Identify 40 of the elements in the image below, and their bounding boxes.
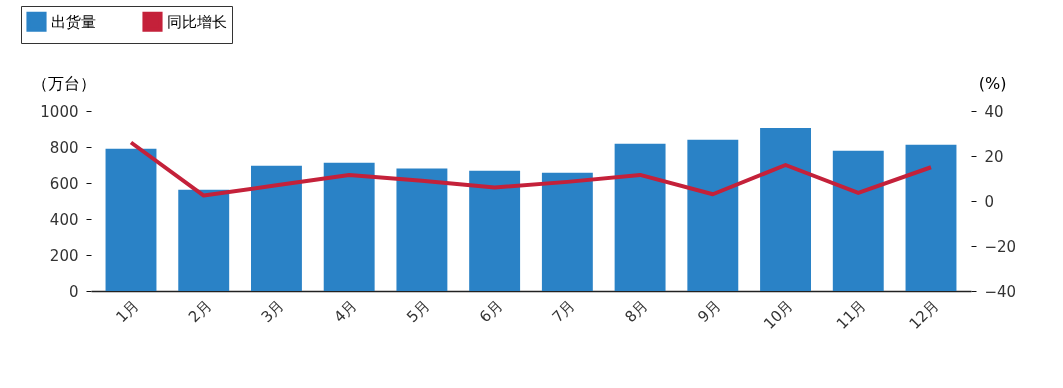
bar xyxy=(469,170,521,291)
y-tick-label: 600 xyxy=(49,174,79,193)
y-tick-label: 200 xyxy=(49,246,79,265)
bar xyxy=(687,139,739,291)
x-tick-label: 2月 xyxy=(184,296,216,327)
y-tick-label: 400 xyxy=(49,210,79,229)
y-tick-label: 800 xyxy=(49,138,79,157)
bar xyxy=(541,172,593,291)
x-tick-label: 11月 xyxy=(832,296,870,333)
y-tick-label: 1000 xyxy=(40,102,79,121)
bar xyxy=(760,127,811,291)
bar xyxy=(323,162,375,291)
x-tick-label: 12月 xyxy=(905,296,943,333)
x-tick-label: 5月 xyxy=(403,296,434,327)
bar xyxy=(178,189,230,291)
y2-tick-label: 20 xyxy=(984,147,1004,166)
bar xyxy=(105,148,157,291)
x-tick-label: 3月 xyxy=(257,296,288,327)
x-tick-label: 7月 xyxy=(548,296,579,327)
x-tick-label: 6月 xyxy=(475,296,506,327)
y2-tick-label: 0 xyxy=(984,192,995,211)
x-tick-label: 9月 xyxy=(694,296,725,327)
legend-label: 出货量 xyxy=(51,12,96,31)
x-tick-label: 10月 xyxy=(760,296,797,333)
y2-axis-title: (%) xyxy=(978,73,1007,93)
bar xyxy=(251,165,302,291)
legend-label: 同比增长 xyxy=(167,12,227,31)
line-series xyxy=(129,140,933,198)
bar xyxy=(905,144,957,291)
y-tick-label: 0 xyxy=(68,282,79,301)
y2-tick-label: −20 xyxy=(984,237,1017,256)
bar xyxy=(396,168,448,291)
x-tick-label: 1月 xyxy=(112,296,143,327)
y2-tick-label: −40 xyxy=(984,282,1017,301)
bar xyxy=(832,150,884,291)
y-axis-title: （万台） xyxy=(31,73,96,93)
y2-tick-label: 40 xyxy=(984,102,1004,121)
x-tick-label: 4月 xyxy=(330,296,361,327)
bar xyxy=(614,143,666,291)
x-tick-label: 8月 xyxy=(621,296,652,327)
